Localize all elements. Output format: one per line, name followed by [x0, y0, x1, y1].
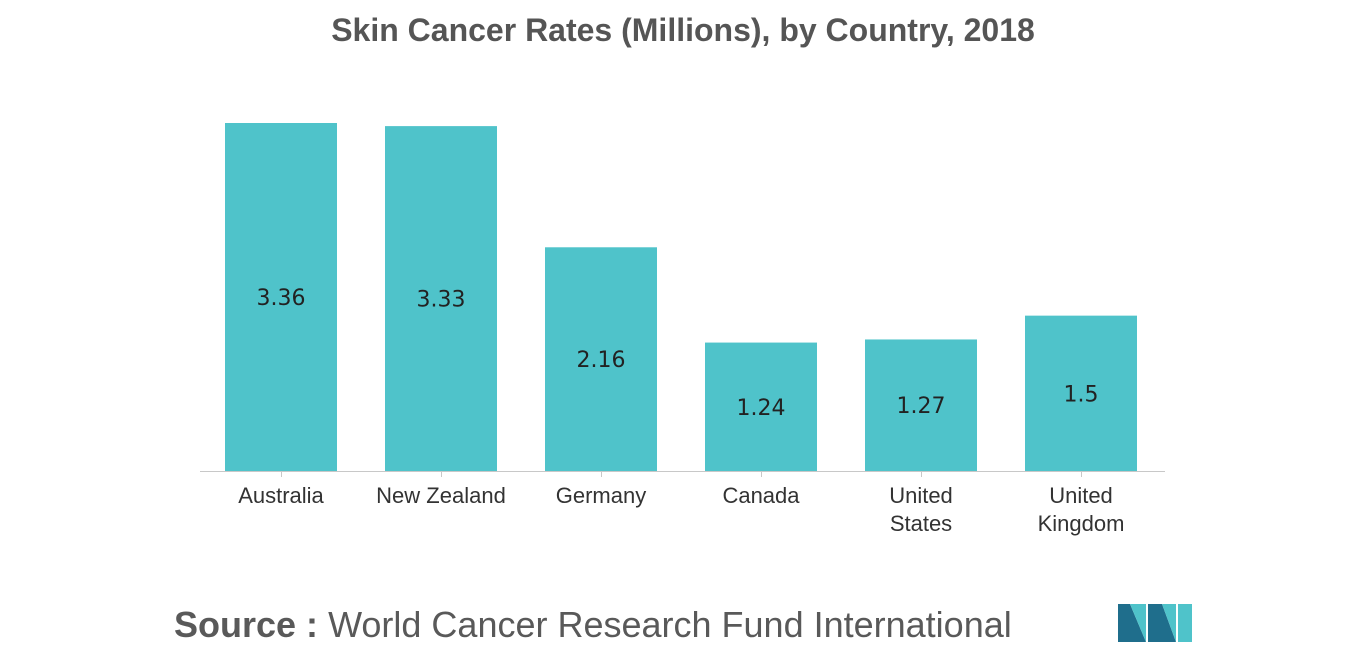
- category-label: United: [1049, 483, 1113, 508]
- category-label: Germany: [556, 483, 646, 508]
- chart-title: Skin Cancer Rates (Millions), by Country…: [331, 12, 1035, 48]
- bar: [385, 126, 497, 471]
- bar: [705, 342, 817, 471]
- bar-value-label: 1.5: [1064, 382, 1099, 407]
- category-label: United: [889, 483, 953, 508]
- bar-value-label: 3.33: [417, 288, 466, 313]
- bar-value-label: 2.16: [577, 348, 626, 373]
- bar-value-label: 1.24: [737, 396, 786, 421]
- source-text: World Cancer Research Fund International: [328, 604, 1012, 645]
- bar: [865, 339, 977, 471]
- bar: [545, 247, 657, 471]
- category-label: New Zealand: [376, 483, 506, 508]
- source-label: Source :: [174, 604, 319, 645]
- category-label: Kingdom: [1038, 511, 1125, 536]
- brand-logo-icon: [1118, 604, 1192, 642]
- source-citation: Source : World Cancer Research Fund Inte…: [174, 604, 1012, 646]
- category-label: Australia: [238, 483, 324, 508]
- bar: [225, 123, 337, 471]
- category-label: States: [890, 511, 952, 536]
- bar-value-label: 1.27: [897, 394, 946, 419]
- category-label: Canada: [722, 483, 800, 508]
- bar-value-label: 3.36: [257, 286, 306, 311]
- bar: [1025, 315, 1137, 471]
